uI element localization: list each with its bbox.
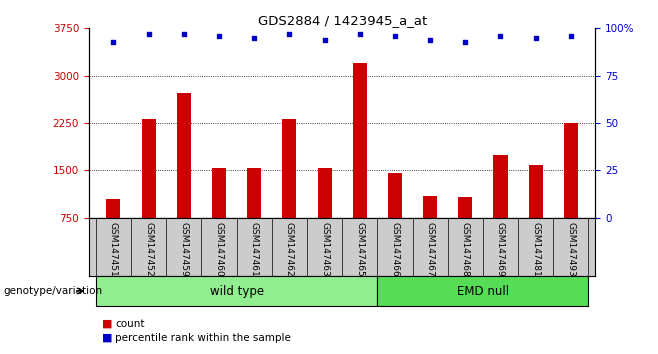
Bar	[458, 197, 472, 218]
Text: GSM147466: GSM147466	[390, 222, 399, 277]
Bar	[377, 276, 588, 306]
Bar	[318, 169, 332, 218]
Text: GSM147461: GSM147461	[249, 222, 259, 277]
Text: ■: ■	[102, 319, 113, 329]
Point	[460, 39, 470, 44]
Bar	[177, 93, 191, 218]
Point	[108, 39, 118, 44]
Point	[284, 31, 295, 37]
Bar	[528, 165, 543, 218]
Title: GDS2884 / 1423945_a_at: GDS2884 / 1423945_a_at	[257, 14, 427, 27]
Text: GSM147462: GSM147462	[285, 222, 294, 277]
Point	[214, 33, 224, 39]
Bar	[564, 123, 578, 218]
Bar	[282, 119, 296, 218]
Point	[530, 35, 541, 41]
Point	[178, 31, 189, 37]
Bar	[107, 199, 120, 218]
Text: GSM147467: GSM147467	[426, 222, 435, 277]
Point	[495, 33, 506, 39]
Point	[425, 37, 436, 42]
Text: ■: ■	[102, 333, 113, 343]
Bar	[494, 155, 507, 218]
Text: GSM147468: GSM147468	[461, 222, 470, 277]
Text: count: count	[115, 319, 145, 329]
Text: GSM147463: GSM147463	[320, 222, 329, 277]
Point	[390, 33, 400, 39]
Text: GSM147493: GSM147493	[567, 222, 575, 277]
Bar	[96, 276, 377, 306]
Text: GSM147460: GSM147460	[215, 222, 224, 277]
Bar	[212, 169, 226, 218]
Bar	[388, 173, 402, 218]
Bar	[353, 63, 367, 218]
Point	[319, 37, 330, 42]
Bar	[423, 196, 437, 218]
Point	[566, 33, 576, 39]
Point	[143, 31, 154, 37]
Text: GSM147469: GSM147469	[496, 222, 505, 277]
Text: GSM147452: GSM147452	[144, 222, 153, 277]
Text: EMD null: EMD null	[457, 285, 509, 298]
Point	[355, 31, 365, 37]
Bar	[141, 119, 156, 218]
Text: wild type: wild type	[209, 285, 264, 298]
Text: GSM147481: GSM147481	[531, 222, 540, 277]
Text: GSM147465: GSM147465	[355, 222, 365, 277]
Text: GSM147459: GSM147459	[180, 222, 188, 277]
Text: percentile rank within the sample: percentile rank within the sample	[115, 333, 291, 343]
Point	[249, 35, 259, 41]
Text: genotype/variation: genotype/variation	[3, 286, 103, 296]
Text: GSM147451: GSM147451	[109, 222, 118, 277]
Bar	[247, 169, 261, 218]
